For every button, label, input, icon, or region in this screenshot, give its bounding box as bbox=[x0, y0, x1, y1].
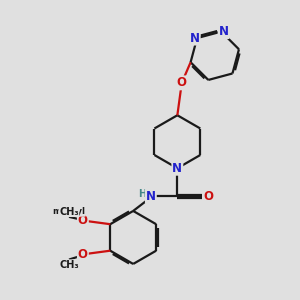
Text: O: O bbox=[78, 214, 88, 226]
Text: O: O bbox=[204, 190, 214, 203]
Text: H: H bbox=[138, 189, 146, 199]
Text: CH₃: CH₃ bbox=[59, 206, 79, 217]
Text: CH₃: CH₃ bbox=[59, 260, 79, 270]
Text: O: O bbox=[78, 248, 88, 261]
Text: N: N bbox=[146, 190, 156, 203]
Text: N: N bbox=[172, 162, 182, 175]
Text: N: N bbox=[219, 25, 229, 38]
Text: O: O bbox=[177, 76, 187, 89]
Text: N: N bbox=[190, 32, 200, 45]
Text: methyl: methyl bbox=[52, 207, 85, 216]
